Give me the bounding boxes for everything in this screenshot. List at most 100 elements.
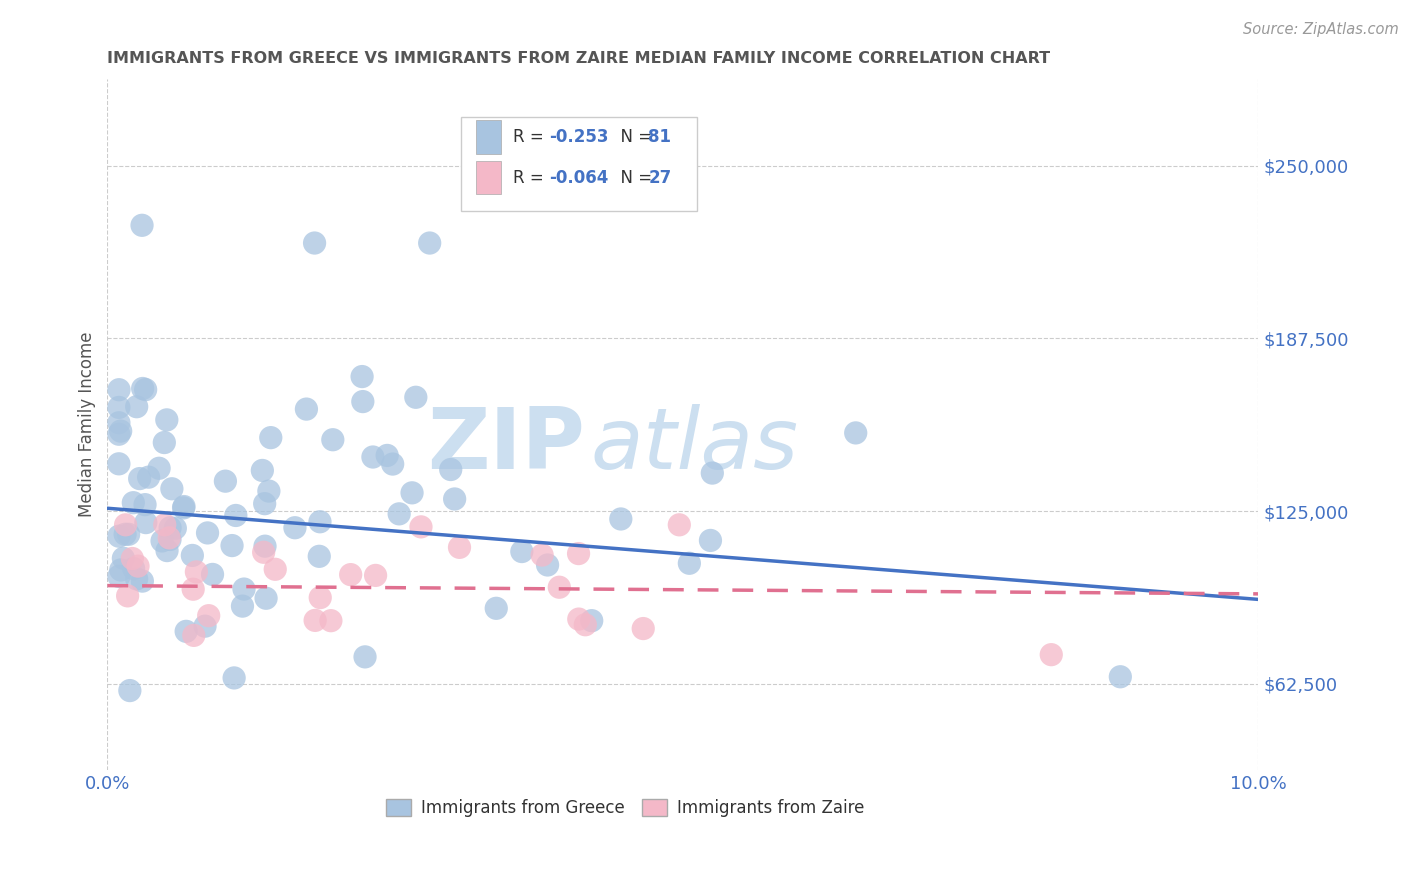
Point [233, 582, 256, 596]
Point [153, 435, 176, 450]
Point [157, 531, 180, 545]
Point [148, 461, 170, 475]
Point [668, 517, 690, 532]
Point [702, 466, 724, 480]
Point [131, 574, 153, 588]
Point [150, 533, 173, 548]
Point [138, 470, 160, 484]
Point [173, 500, 195, 514]
Point [122, 561, 145, 575]
Point [361, 450, 384, 464]
FancyBboxPatch shape [461, 118, 697, 211]
Point [309, 515, 332, 529]
Text: R =: R = [513, 169, 548, 186]
FancyBboxPatch shape [475, 120, 501, 153]
Point [125, 572, 148, 586]
Point [610, 512, 633, 526]
Point [125, 400, 148, 414]
Text: N =: N = [610, 128, 658, 146]
Point [114, 527, 136, 541]
Point [134, 498, 156, 512]
Point [159, 533, 181, 547]
Text: ZIP: ZIP [427, 404, 585, 487]
Point [548, 580, 571, 594]
Point [186, 565, 208, 579]
Point [110, 424, 132, 438]
Point [173, 500, 195, 515]
Point [117, 527, 139, 541]
Text: R =: R = [513, 128, 548, 146]
Point [354, 649, 377, 664]
Point [284, 521, 307, 535]
Point [201, 567, 224, 582]
Point [181, 549, 204, 563]
Point [309, 591, 332, 605]
Point [252, 463, 274, 477]
Text: -0.064: -0.064 [550, 169, 609, 186]
Point [108, 401, 131, 415]
Point [405, 390, 427, 404]
Point [409, 520, 432, 534]
Text: atlas: atlas [591, 404, 799, 487]
Text: -0.253: -0.253 [550, 128, 609, 146]
Point [159, 521, 181, 535]
Point [108, 383, 131, 397]
Point [156, 413, 179, 427]
Point [678, 556, 700, 570]
Point [108, 569, 131, 583]
Point [121, 551, 143, 566]
Point [1109, 670, 1132, 684]
Point [375, 449, 398, 463]
Point [845, 425, 868, 440]
Point [567, 547, 589, 561]
Point [194, 619, 217, 633]
Point [221, 539, 243, 553]
Point [531, 548, 554, 562]
Point [108, 529, 131, 543]
Point [352, 394, 374, 409]
Legend: Immigrants from Greece, Immigrants from Zaire: Immigrants from Greece, Immigrants from … [380, 792, 870, 824]
Text: Source: ZipAtlas.com: Source: ZipAtlas.com [1243, 22, 1399, 37]
Point [231, 599, 253, 613]
Point [322, 433, 344, 447]
Point [131, 382, 153, 396]
Point [114, 517, 136, 532]
Point [253, 497, 276, 511]
Point [264, 562, 287, 576]
Point [110, 563, 132, 577]
Point [699, 533, 721, 548]
Point [581, 614, 603, 628]
Point [364, 568, 387, 582]
Point [443, 491, 465, 506]
Point [381, 457, 404, 471]
Text: N =: N = [610, 169, 658, 186]
Point [156, 543, 179, 558]
Point [112, 551, 135, 566]
Point [117, 589, 139, 603]
Point [108, 416, 131, 430]
Point [304, 235, 326, 250]
Point [568, 612, 591, 626]
Point [160, 482, 183, 496]
Point [118, 683, 141, 698]
Point [319, 614, 342, 628]
Point [260, 431, 283, 445]
Point [254, 591, 277, 606]
Point [339, 567, 361, 582]
Point [536, 558, 558, 572]
FancyBboxPatch shape [475, 161, 501, 194]
Point [122, 496, 145, 510]
Y-axis label: Median Family Income: Median Family Income [79, 332, 96, 517]
Point [631, 622, 654, 636]
Point [165, 521, 187, 535]
Point [304, 614, 326, 628]
Point [253, 539, 276, 553]
Point [485, 601, 508, 615]
Point [181, 582, 204, 597]
Point [135, 383, 157, 397]
Point [197, 525, 219, 540]
Point [352, 369, 374, 384]
Point [183, 628, 205, 642]
Point [440, 462, 463, 476]
Point [419, 235, 441, 250]
